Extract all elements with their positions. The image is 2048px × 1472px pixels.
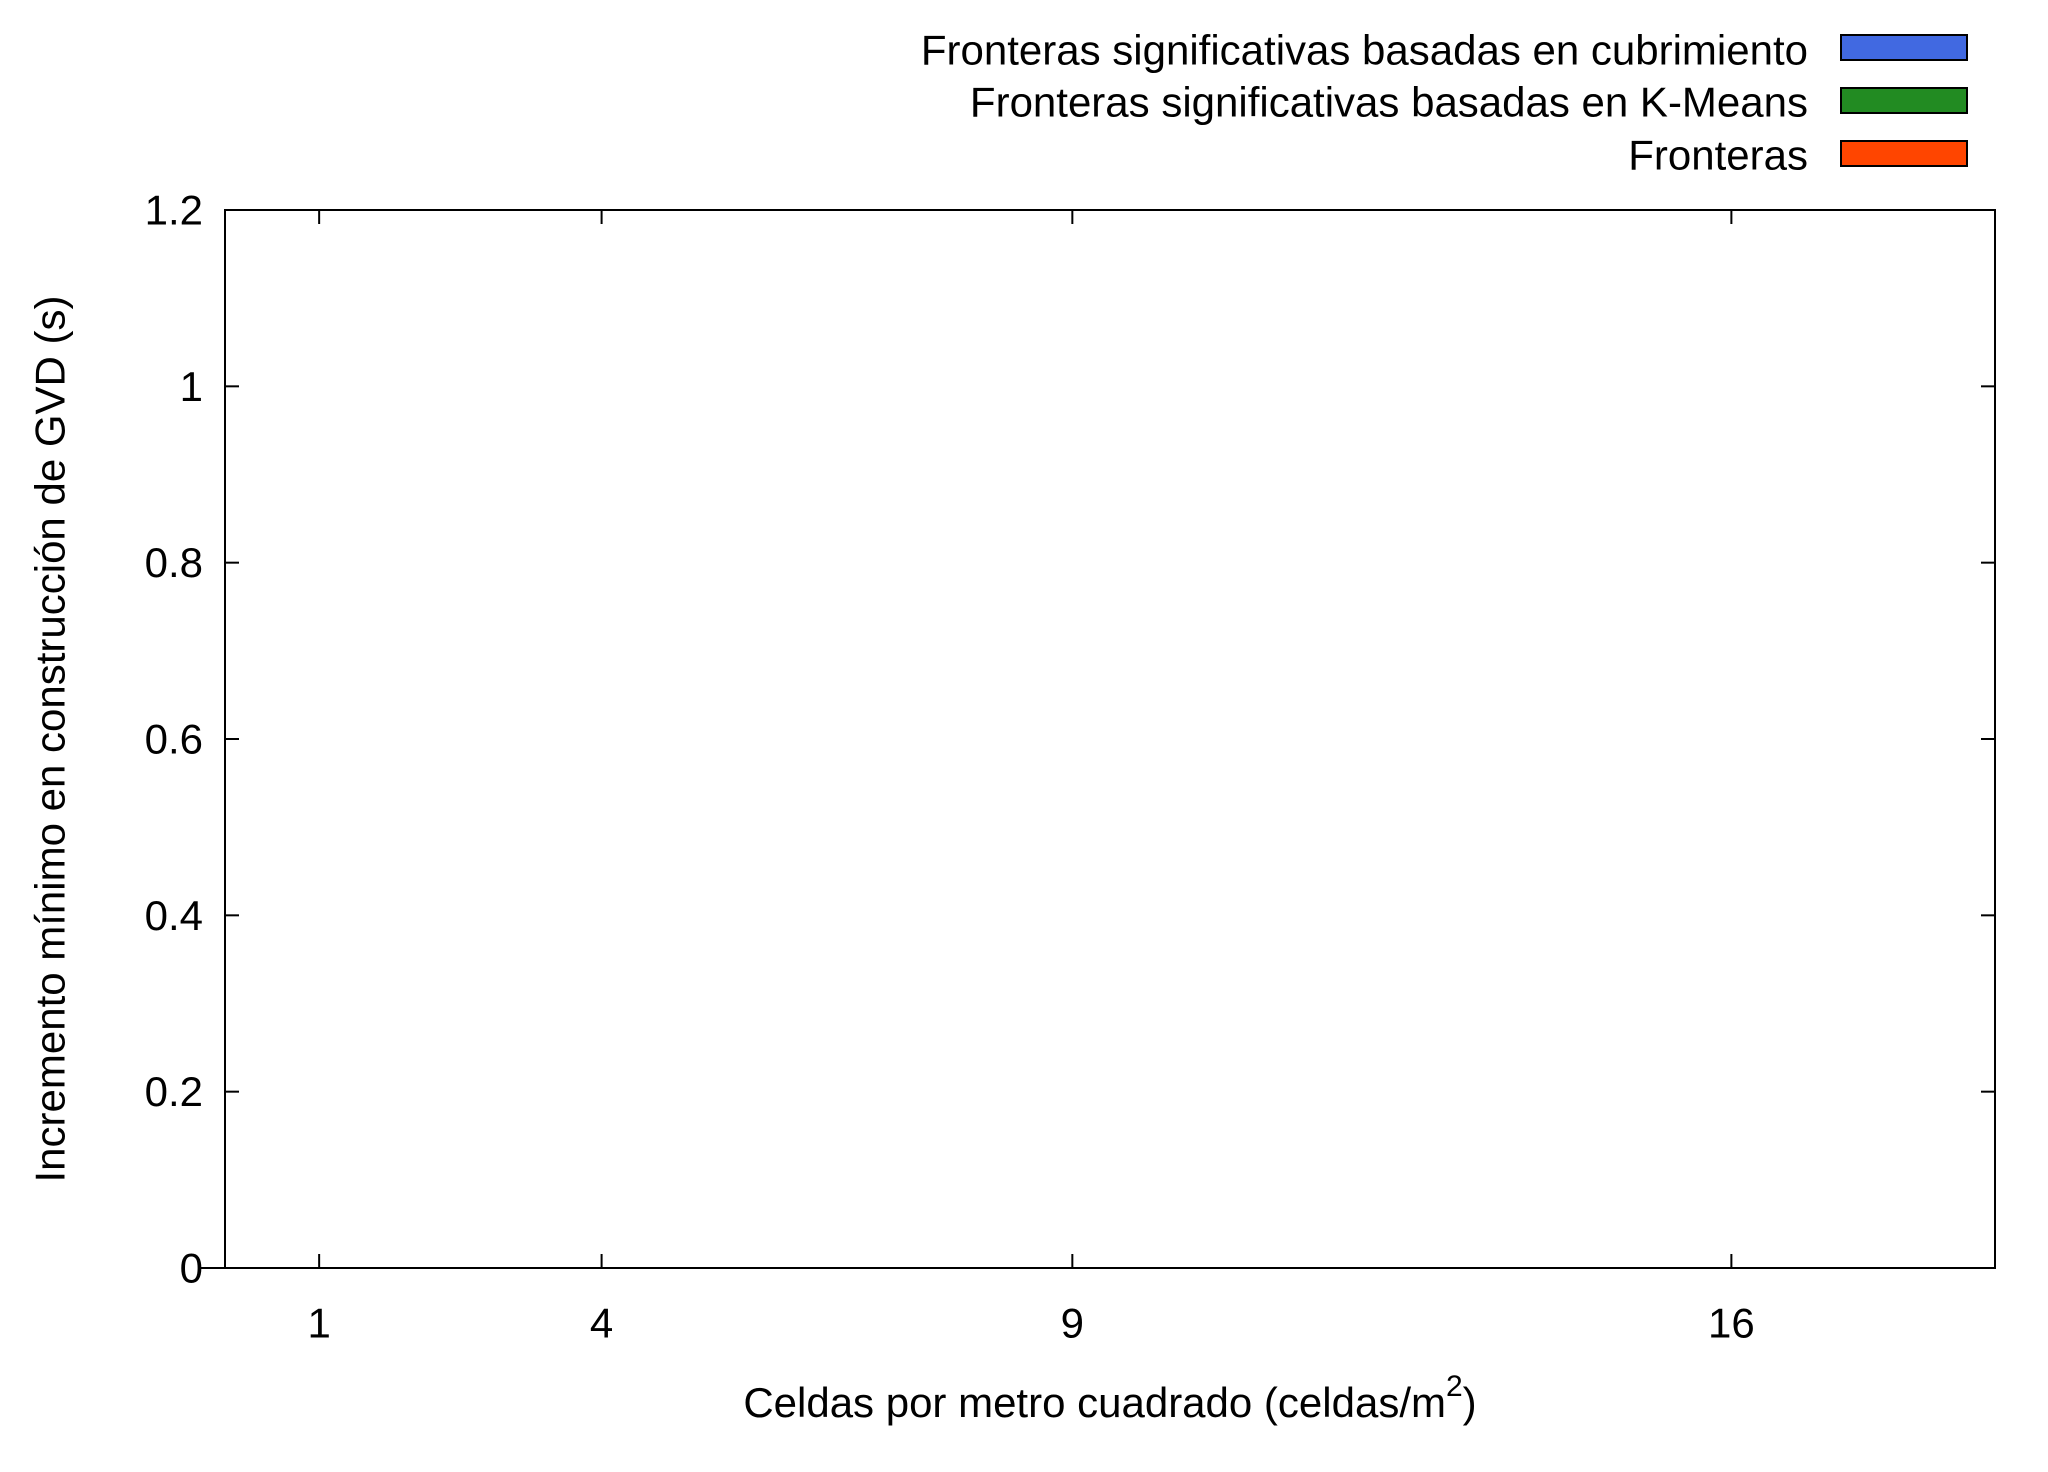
- legend-swatch-2: [1840, 140, 1968, 167]
- y-tick-label-4: 0.8: [145, 539, 203, 586]
- x-axis-label-main: Celdas por metro cuadrado (celdas/m: [743, 1379, 1446, 1426]
- x-tick-label-1: 4: [590, 1300, 613, 1347]
- x-axis-label-suffix: ): [1463, 1379, 1477, 1426]
- legend-label-1: Fronteras significativas basadas en K-Me…: [970, 79, 1808, 126]
- x-axis-label-superscript: 2: [1446, 1370, 1463, 1403]
- x-tick-label-0: 1: [307, 1300, 330, 1347]
- x-tick-label-3: 16: [1708, 1300, 1755, 1347]
- y-ticks: 0 0.2 0.4 0.6 0.8 1 1.2: [145, 187, 1995, 1292]
- legend: Fronteras significativas basadas en cubr…: [921, 27, 1968, 179]
- x-tick-label-2: 9: [1061, 1300, 1084, 1347]
- y-tick-label-5: 1: [180, 363, 203, 410]
- y-tick-label-1: 0.2: [145, 1068, 203, 1115]
- x-axis-label: Celdas por metro cuadrado (celdas/m2): [743, 1370, 1476, 1426]
- y-tick-label-2: 0.4: [145, 892, 203, 939]
- legend-label-2: Fronteras: [1628, 132, 1808, 179]
- y-axis-label: Incremento mínimo en construcción de GVD…: [27, 295, 74, 1182]
- y-tick-label-6: 1.2: [145, 187, 203, 234]
- legend-label-0: Fronteras significativas basadas en cubr…: [921, 27, 1808, 74]
- plot-frame: [224, 209, 1996, 1269]
- legend-swatch-0: [1840, 34, 1968, 61]
- x-ticks: 1 4 9 16: [307, 210, 1755, 1347]
- legend-swatch-1: [1840, 87, 1968, 114]
- y-tick-label-3: 0.6: [145, 716, 203, 763]
- y-tick-label-0: 0: [180, 1245, 203, 1292]
